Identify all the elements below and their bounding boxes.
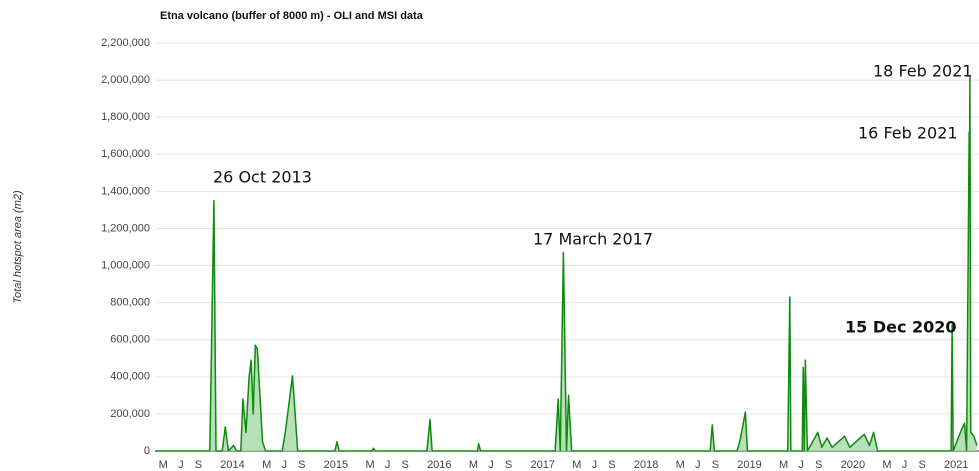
- x-tick-label: S: [918, 459, 925, 471]
- x-tick-label: S: [402, 459, 409, 471]
- y-tick-label: 800,000: [110, 297, 150, 309]
- x-tick-label: J: [798, 459, 804, 471]
- x-tick-label: 2020: [841, 459, 865, 471]
- x-tick-label: M: [365, 459, 374, 471]
- y-tick-label: 600,000: [110, 334, 150, 346]
- x-tick-label: M: [882, 459, 891, 471]
- x-tick-label: J: [902, 459, 908, 471]
- x-tick-label: S: [608, 459, 615, 471]
- annotation: 18 Feb 2021: [873, 62, 973, 81]
- x-tick-label: M: [469, 459, 478, 471]
- y-tick-label: 1,400,000: [101, 185, 150, 197]
- y-tick-label: 400,000: [110, 371, 150, 383]
- y-tick-label: 1,600,000: [101, 148, 150, 160]
- x-tick-label: 2016: [427, 459, 451, 471]
- x-tick-label: J: [281, 459, 287, 471]
- x-tick-label: J: [385, 459, 391, 471]
- y-tick-label: 200,000: [110, 408, 150, 420]
- x-tick-label: M: [676, 459, 685, 471]
- x-tick-label: 2018: [634, 459, 658, 471]
- annotation: 16 Feb 2021: [858, 124, 958, 143]
- x-tick-label: J: [488, 459, 494, 471]
- annotation: 15 Dec 2020: [845, 318, 957, 337]
- x-tick-label: S: [815, 459, 822, 471]
- x-tick-label: 2017: [530, 459, 554, 471]
- y-tick-label: 0: [144, 445, 150, 457]
- y-tick-label: 1,200,000: [101, 222, 150, 234]
- x-tick-label: J: [178, 459, 184, 471]
- annotation: 17 March 2017: [533, 230, 653, 249]
- chart-title: Etna volcano (buffer of 8000 m) - OLI an…: [160, 10, 424, 22]
- y-tick-label: 1,000,000: [101, 259, 150, 271]
- y-tick-label: 2,200,000: [101, 37, 150, 49]
- annotation: 26 Oct 2013: [213, 168, 312, 187]
- x-tick-label: M: [262, 459, 271, 471]
- y-tick-label: 1,800,000: [101, 111, 150, 123]
- y-tick-label: 2,000,000: [101, 74, 150, 86]
- x-tick-label: M: [572, 459, 581, 471]
- x-tick-label: 2019: [737, 459, 761, 471]
- x-tick-label: S: [298, 459, 305, 471]
- x-tick-label: 2014: [220, 459, 244, 471]
- x-tick-label: 2015: [324, 459, 348, 471]
- x-tick-label: S: [505, 459, 512, 471]
- x-tick-label: J: [695, 459, 701, 471]
- x-tick-label: 2021: [944, 459, 968, 471]
- line: [155, 75, 978, 452]
- y-axis-label: Total hotspot area (m2): [12, 190, 24, 304]
- x-tick-label: M: [159, 459, 168, 471]
- x-tick-label: M: [779, 459, 788, 471]
- x-tick-label: S: [195, 459, 202, 471]
- x-tick-label: S: [712, 459, 719, 471]
- x-tick-label: J: [592, 459, 598, 471]
